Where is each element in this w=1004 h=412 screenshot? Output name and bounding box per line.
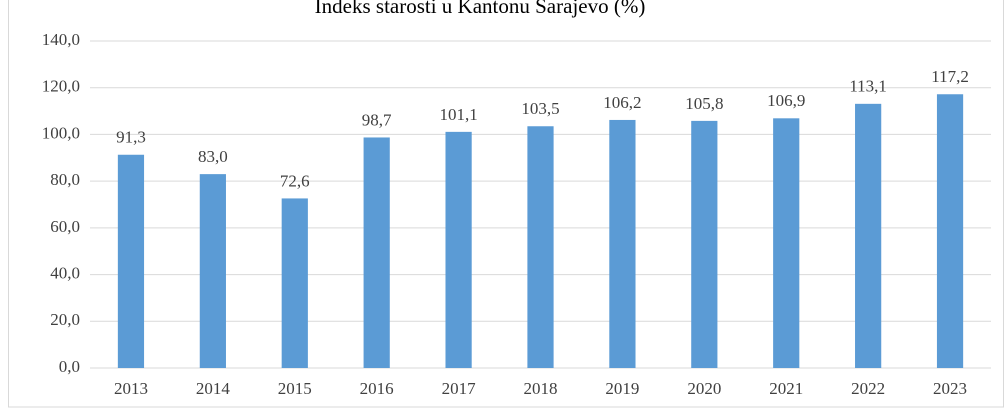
- y-tick-label: 0,0: [59, 357, 80, 376]
- data-label: 83,0: [198, 147, 228, 166]
- x-tick-label: 2014: [196, 379, 231, 398]
- x-tick-label: 2018: [524, 379, 558, 398]
- bar: [609, 119, 636, 368]
- data-label: 98,7: [362, 110, 392, 129]
- x-tick-label: 2020: [687, 379, 721, 398]
- x-tick-label: 2015: [278, 379, 312, 398]
- bar: [281, 198, 308, 368]
- bar: [199, 174, 226, 368]
- x-tick-label: 2019: [605, 379, 639, 398]
- y-tick-label: 20,0: [50, 310, 80, 329]
- y-tick-label: 80,0: [50, 170, 80, 189]
- data-label: 106,2: [603, 93, 641, 112]
- bar: [363, 137, 390, 368]
- bar: [773, 118, 800, 369]
- data-label: 91,3: [116, 128, 146, 147]
- y-tick-label: 40,0: [50, 263, 80, 282]
- y-tick-label: 140,0: [42, 30, 80, 49]
- data-label: 101,1: [439, 105, 477, 124]
- x-tick-label: 2017: [442, 379, 477, 398]
- bar: [936, 94, 964, 369]
- bar: [691, 120, 718, 368]
- x-tick-label: 2021: [769, 379, 803, 398]
- data-label: 113,1: [849, 77, 887, 96]
- y-tick-label: 100,0: [42, 123, 80, 142]
- x-tick-label: 2013: [114, 379, 148, 398]
- y-tick-label: 60,0: [50, 217, 80, 236]
- chart-title: Indeks starosti u Kantonu Sarajevo (%): [315, 0, 646, 18]
- y-tick-label: 120,0: [42, 77, 80, 96]
- data-label: 72,6: [280, 171, 310, 190]
- chart-border: [8, 0, 1004, 408]
- x-tick-label: 2016: [360, 379, 394, 398]
- bar: [117, 154, 145, 368]
- bar: [527, 126, 554, 368]
- x-tick-label: 2022: [851, 379, 885, 398]
- data-label: 105,8: [685, 94, 723, 113]
- bar: [855, 103, 882, 368]
- bar: [445, 131, 472, 368]
- data-label: 103,5: [521, 99, 559, 118]
- data-label: 117,2: [931, 67, 969, 86]
- data-label: 106,9: [767, 91, 805, 110]
- x-tick-label: 2023: [933, 379, 967, 398]
